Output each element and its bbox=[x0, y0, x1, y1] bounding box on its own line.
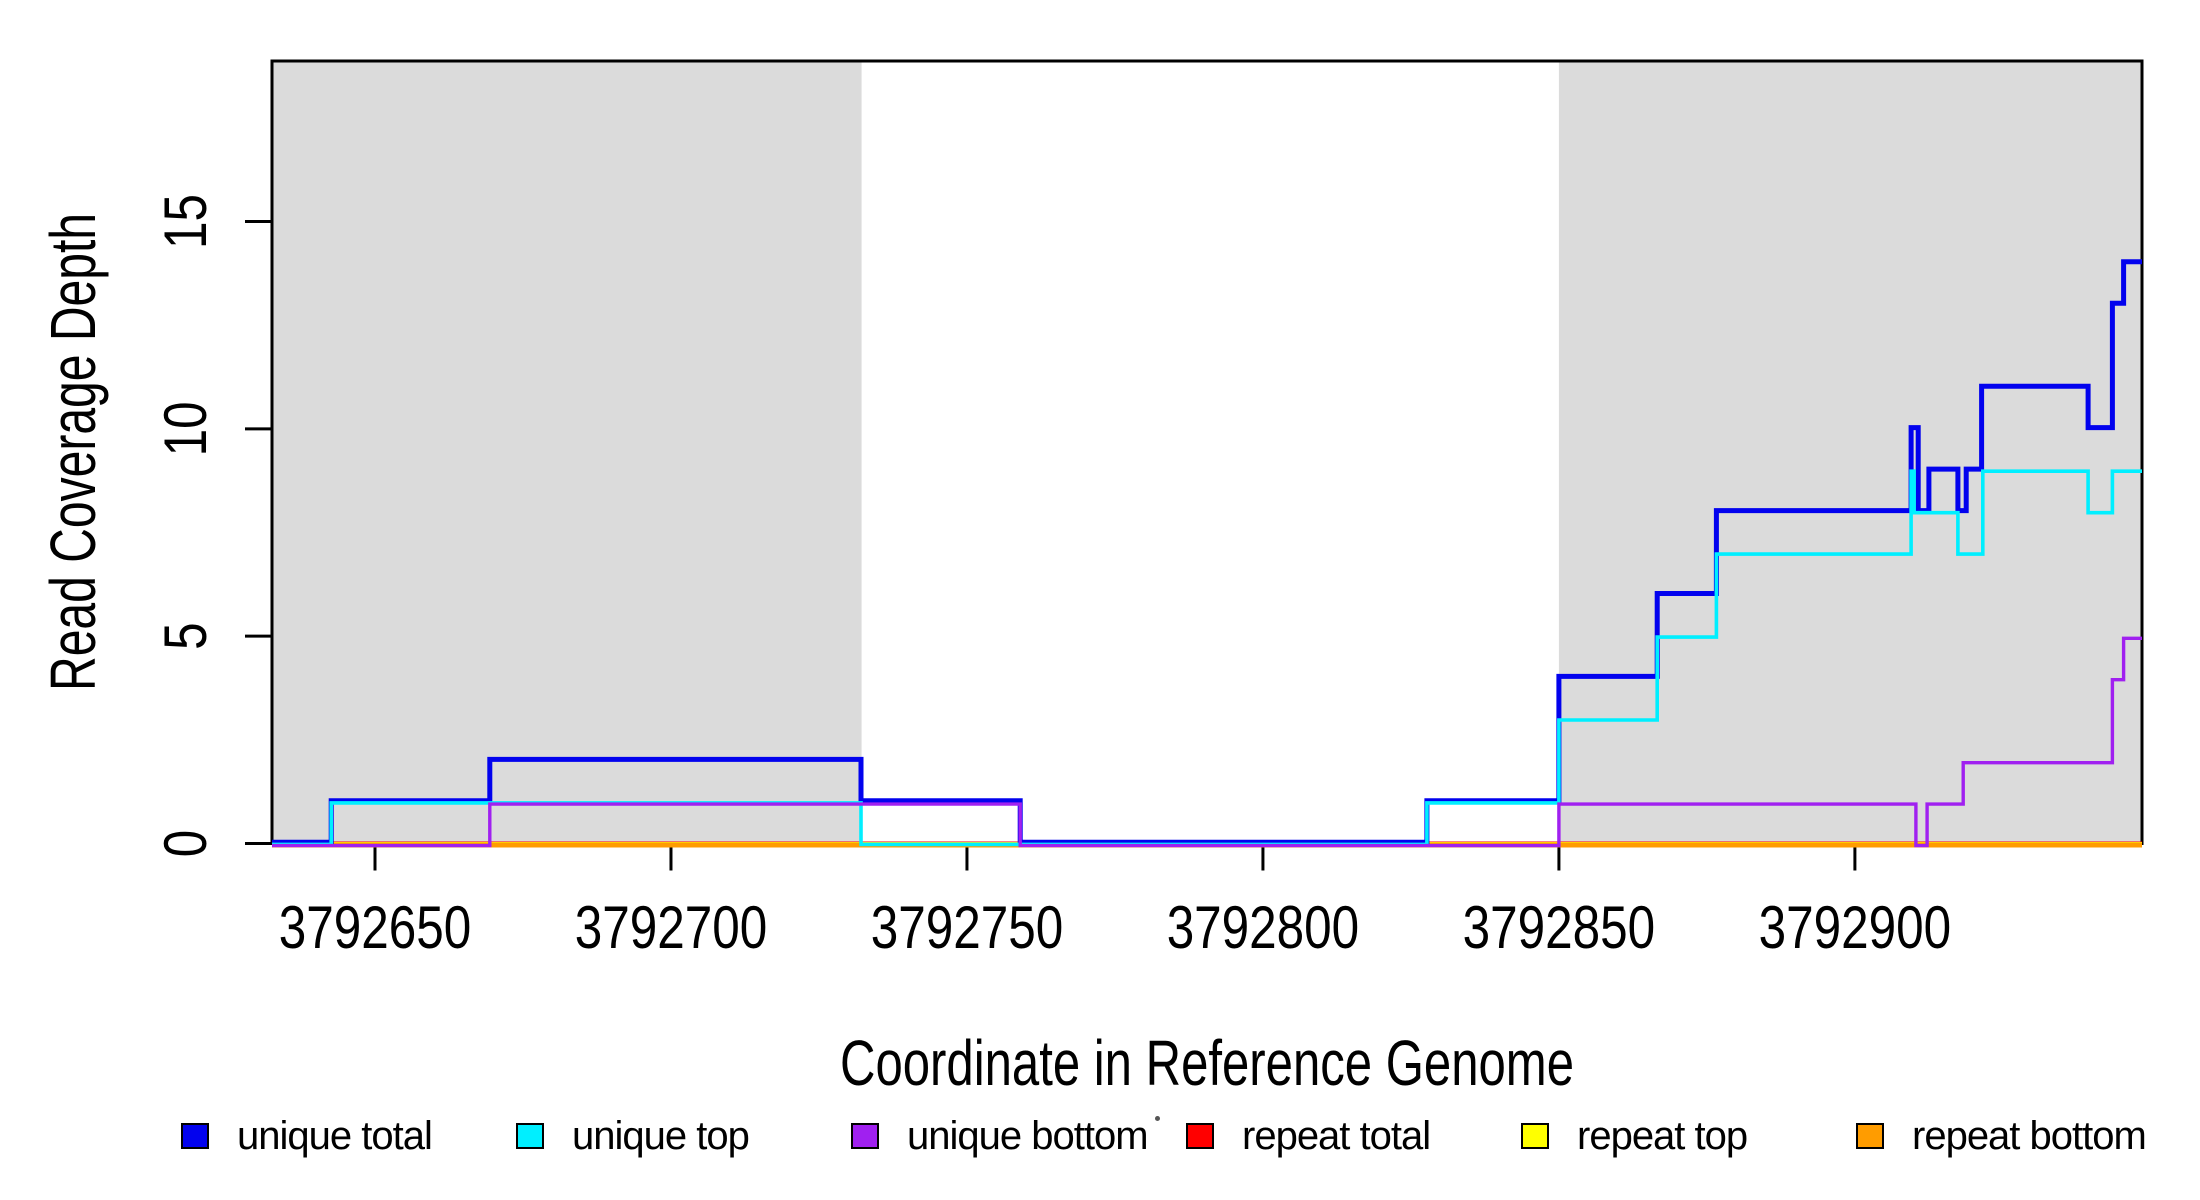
shaded-region bbox=[1558, 61, 2142, 844]
x-tick-label: 3792850 bbox=[1463, 894, 1656, 961]
legend-label: repeat bottom bbox=[1912, 1113, 2147, 1158]
x-tick-label: 3792700 bbox=[575, 894, 768, 961]
unique-bottom-swatch bbox=[851, 1123, 879, 1149]
repeat-total-swatch bbox=[1186, 1123, 1214, 1149]
stray-dot bbox=[1155, 1116, 1160, 1121]
y-tick-label: 15 bbox=[152, 194, 219, 249]
legend-label: repeat total bbox=[1242, 1113, 1431, 1158]
x-tick-label: 3792800 bbox=[1167, 894, 1360, 961]
series-unique-top bbox=[272, 469, 2142, 847]
legend-item-repeat-bottom: repeat bottom bbox=[1856, 1108, 2147, 1164]
series-unique-bottom bbox=[272, 636, 2142, 848]
legend-label: unique total bbox=[237, 1113, 433, 1158]
y-tick-label: 0 bbox=[152, 830, 219, 858]
y-axis-title: Read Coverage Depth bbox=[37, 213, 109, 691]
legend-item-unique-top: unique top bbox=[516, 1108, 750, 1164]
legend-item-unique-bottom: unique bottom bbox=[851, 1108, 1149, 1164]
x-axis-title: Coordinate in Reference Genome bbox=[840, 1027, 1574, 1099]
legend-label: repeat top bbox=[1577, 1113, 1748, 1158]
unique-top-swatch bbox=[516, 1123, 544, 1149]
y-tick-label: 5 bbox=[152, 622, 219, 650]
x-tick-label: 3792750 bbox=[871, 894, 1064, 961]
unique-total-swatch bbox=[181, 1123, 209, 1149]
series-unique-total bbox=[272, 259, 2142, 845]
y-tick-label: 10 bbox=[152, 401, 219, 456]
legend-item-repeat-total: repeat total bbox=[1186, 1108, 1431, 1164]
shaded-region bbox=[272, 61, 862, 844]
legend-label: unique bottom bbox=[907, 1113, 1149, 1158]
repeat-top-swatch bbox=[1521, 1123, 1549, 1149]
legend-item-unique-total: unique total bbox=[181, 1108, 433, 1164]
legend: unique total unique top unique bottom re… bbox=[0, 1108, 2200, 1164]
legend-label: unique top bbox=[572, 1113, 750, 1158]
legend-item-repeat-top: repeat top bbox=[1521, 1108, 1748, 1164]
x-tick-label: 3792650 bbox=[279, 894, 472, 961]
x-tick-label: 3792900 bbox=[1759, 894, 1952, 961]
repeat-bottom-swatch bbox=[1856, 1123, 1884, 1149]
